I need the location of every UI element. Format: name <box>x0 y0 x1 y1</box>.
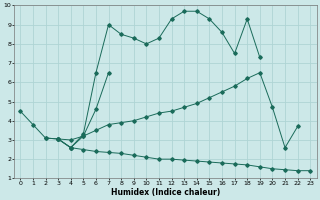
X-axis label: Humidex (Indice chaleur): Humidex (Indice chaleur) <box>111 188 220 197</box>
